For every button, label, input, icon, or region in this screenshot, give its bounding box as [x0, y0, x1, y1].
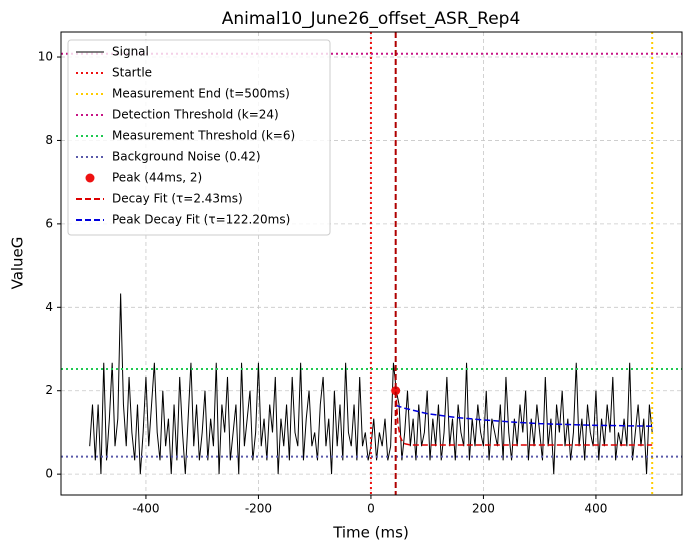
chart-title: Animal10_June26_offset_ASR_Rep4 — [222, 9, 521, 29]
axes-frame — [60, 31, 683, 496]
y-tick-label: 10 — [38, 50, 53, 64]
legend-label: Measurement End (t=500ms) — [112, 87, 290, 101]
y-tick-label: 8 — [45, 133, 53, 147]
plot-area — [61, 32, 682, 495]
series-line — [394, 390, 653, 446]
x-tick-label: 400 — [584, 502, 607, 516]
legend: Signal Startle Measurement End (t=500ms) De… — [67, 39, 331, 236]
x-tick-label: -200 — [245, 502, 272, 516]
legend-marker — [85, 173, 95, 183]
legend-label: Detection Threshold (k=24) — [112, 108, 279, 122]
y-tick-label: 6 — [45, 216, 53, 230]
y-tick-label: 2 — [45, 383, 53, 397]
ticks: -400 -200 0 200 400 0 2 4 6 8 10 — [38, 50, 608, 516]
legend-label: Background Noise (0.42) — [112, 150, 261, 164]
y-tick-label: 4 — [45, 300, 53, 314]
x-tick-label: -400 — [132, 502, 159, 516]
legend-label: Peak (44ms, 2) — [112, 171, 202, 185]
x-tick-label: 200 — [472, 502, 495, 516]
legend-label: Measurement Threshold (k=6) — [112, 129, 295, 143]
legend-box — [67, 39, 331, 236]
x-tick-label: 0 — [367, 502, 375, 516]
legend-label: Startle — [112, 66, 152, 80]
series-line — [89, 293, 653, 475]
y-tick-label: 0 — [45, 467, 53, 481]
x-axis-label: Time (ms) — [332, 524, 409, 542]
legend-label: Signal — [112, 45, 149, 59]
y-axis-label: ValueG — [9, 237, 27, 290]
series-line — [395, 404, 653, 427]
legend-label: Decay Fit (τ=2.43ms) — [112, 192, 243, 206]
legend-label: Peak Decay Fit (τ=122.20ms) — [112, 213, 290, 227]
